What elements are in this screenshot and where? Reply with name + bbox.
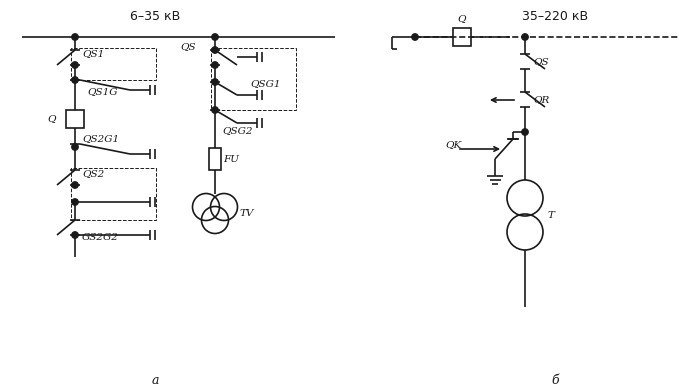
Text: QS2: QS2 [82,169,105,178]
Circle shape [212,62,218,68]
Circle shape [72,34,78,40]
Circle shape [212,47,218,53]
Text: QS: QS [533,58,549,67]
Circle shape [72,232,78,238]
Text: QS: QS [180,42,196,51]
Text: 6–35 кВ: 6–35 кВ [130,11,180,24]
Circle shape [411,34,418,40]
Text: а: а [151,374,159,387]
Text: QS1G: QS1G [87,87,117,96]
Bar [71,48,156,80]
Bar [66,110,84,128]
Circle shape [72,182,78,188]
Text: GS2G2: GS2G2 [82,232,119,241]
Text: QSG1: QSG1 [250,80,280,89]
Text: QR: QR [533,96,549,105]
Bar [209,148,221,170]
Circle shape [72,77,78,83]
Text: QS2G1: QS2G1 [82,134,119,143]
Bar [453,28,471,46]
Circle shape [72,62,78,68]
Circle shape [212,34,218,40]
Circle shape [212,79,218,85]
Circle shape [72,144,78,150]
Text: TV: TV [240,209,255,218]
Circle shape [521,129,528,135]
Bar [211,48,296,110]
Text: Q: Q [458,15,466,24]
Text: Q: Q [47,114,56,123]
Circle shape [212,107,218,113]
Circle shape [72,199,78,205]
Text: 35–220 кВ: 35–220 кВ [522,11,588,24]
Text: б: б [551,374,559,387]
Text: FU: FU [223,154,239,163]
Text: QK: QK [445,140,461,149]
Text: QSG2: QSG2 [222,127,253,136]
Bar [71,168,156,220]
Circle shape [521,34,528,40]
Text: T: T [547,211,554,220]
Text: QS1: QS1 [82,49,105,58]
